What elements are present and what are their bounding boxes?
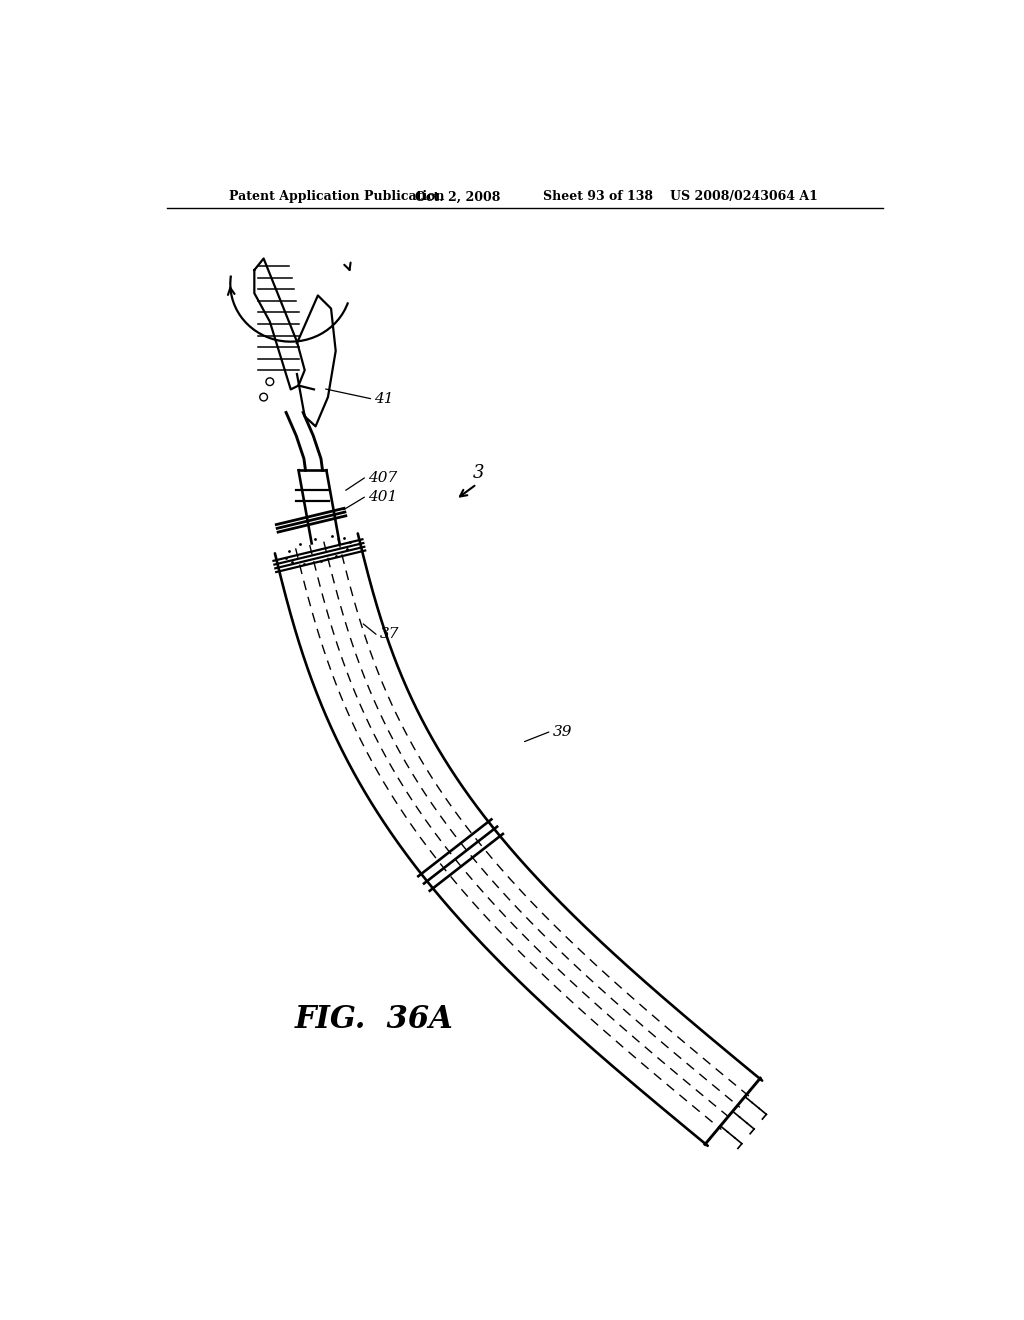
Polygon shape	[254, 259, 305, 389]
Text: 37: 37	[380, 627, 399, 642]
Text: Oct. 2, 2008: Oct. 2, 2008	[415, 190, 500, 203]
Text: 3: 3	[473, 463, 484, 482]
Text: 41: 41	[375, 392, 394, 405]
Text: 39: 39	[553, 725, 572, 739]
Text: US 2008/0243064 A1: US 2008/0243064 A1	[671, 190, 818, 203]
Text: FIG.  36A: FIG. 36A	[295, 1005, 454, 1035]
Polygon shape	[297, 296, 336, 426]
Text: 407: 407	[369, 471, 397, 484]
Text: 401: 401	[369, 490, 397, 504]
Text: Sheet 93 of 138: Sheet 93 of 138	[543, 190, 652, 203]
Text: Patent Application Publication: Patent Application Publication	[228, 190, 444, 203]
